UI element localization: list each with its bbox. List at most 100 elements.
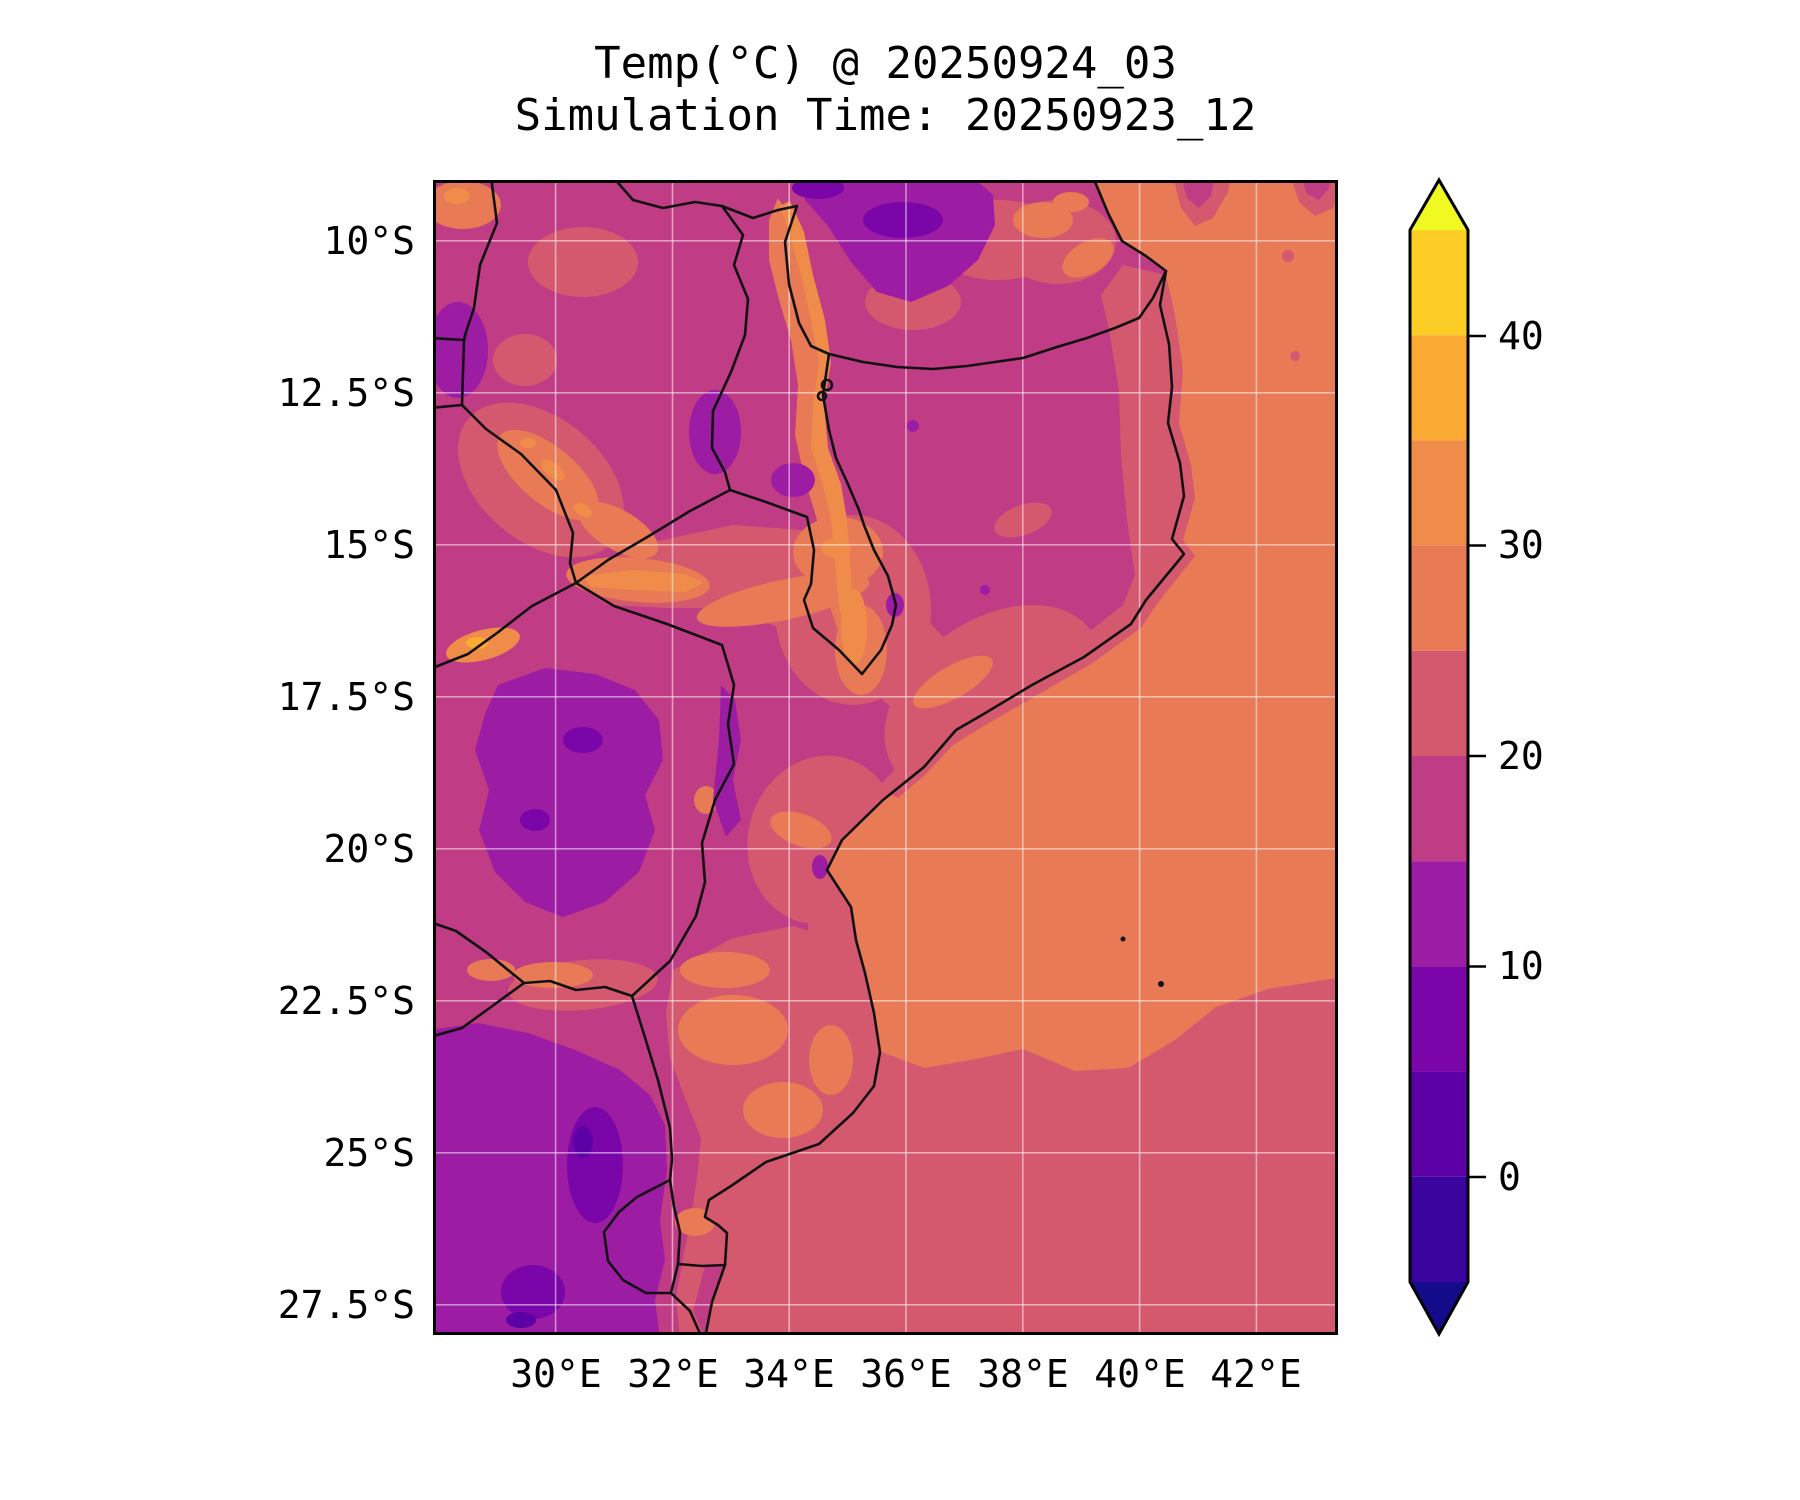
temp-core-tz1: [792, 180, 844, 199]
colorbar-tick-label: 20: [1498, 734, 1544, 778]
temp-patch-pungwe: [770, 811, 832, 849]
shire-valley-strip: [841, 589, 867, 665]
border-kruger: [630, 994, 674, 1182]
y-tick-label: 17.5°S: [277, 675, 415, 719]
ocean-cool-dot2: [1290, 351, 1300, 361]
temp-core-tz2: [863, 202, 943, 238]
luangwa-hot-dot3: [520, 438, 536, 448]
temp-patch-tz-coast2: [1062, 238, 1114, 278]
temp-patch-south-1: [678, 995, 788, 1065]
ocean-cool-south: [705, 977, 1338, 1335]
ocean-cool-dot1: [1282, 250, 1294, 262]
likoma-island: [820, 378, 834, 392]
temp-coldest-sa1: [573, 1126, 593, 1158]
x-tick-label: 32°E: [627, 1352, 719, 1396]
border-malawi-south-lobe: [728, 352, 898, 676]
luangwa-hot-dot1: [541, 459, 565, 481]
colorbar-band-0-5: [1410, 1071, 1468, 1177]
y-tick-label: 27.5°S: [277, 1283, 415, 1327]
temp-patch-luangwa-core1: [497, 429, 599, 521]
x-tick-label: 38°E: [977, 1352, 1069, 1396]
temp-patch-zambezi-core: [696, 573, 870, 627]
coastline: [703, 180, 1186, 1335]
x-tick-label: 42°E: [1210, 1352, 1302, 1396]
colorbar-band-30-35: [1410, 440, 1468, 546]
colorbar-tick-label: 10: [1498, 944, 1544, 988]
x-tick-label: 40°E: [1094, 1352, 1186, 1396]
temp-patch-save-valley: [680, 952, 770, 988]
border-lake-malawi-north: [720, 204, 831, 356]
temp-patch-tz-coast1: [1013, 202, 1073, 238]
temperature-map: [433, 180, 1338, 1335]
luangwa-hot-dot2: [573, 502, 593, 518]
colorbar-band-35-40: [1410, 335, 1468, 441]
title-block: Temp(°C) @ 20250924_03 Simulation Time: …: [433, 38, 1338, 142]
x-tick-label: 34°E: [743, 1352, 835, 1396]
border-mozambique-sa-east: [676, 1262, 727, 1268]
border-eswatini: [602, 1178, 682, 1295]
temp-patches-30-35: [444, 188, 867, 665]
temp-patch-zimbabwe-highveld: [475, 668, 663, 917]
y-tick-label: 25°S: [323, 1131, 415, 1175]
colorbar-band-5-10: [1410, 966, 1468, 1072]
border-drc-zambia: [433, 180, 499, 410]
border-limpopo: [433, 979, 634, 1038]
temp-patch-zambezi-delta: [913, 655, 993, 709]
border-botswana-zimbabwe: [433, 921, 526, 985]
colorbar-band-10-15: [1410, 861, 1468, 967]
temp-core-sa1: [567, 1107, 623, 1223]
colorbar-tick-label: 30: [1498, 523, 1544, 567]
colorbar-tick-label: 0: [1498, 1155, 1521, 1199]
y-tick-label: 10°S: [323, 219, 415, 263]
border-ruvuma: [827, 269, 1168, 371]
border-zambezi-kariba: [433, 581, 578, 670]
border-zimbabwe-mozambique: [574, 581, 736, 998]
temp-patch-gorongosa: [812, 855, 828, 879]
temp-core-zim2: [520, 809, 550, 831]
graticule: [433, 180, 1338, 1335]
map-frame: [433, 180, 1338, 1335]
lake-malawi-warm-strip: [780, 201, 859, 645]
border-malawi-west: [710, 204, 750, 492]
temp-patch-nw-2: [493, 334, 557, 386]
ocean-cool-tongues: [1173, 180, 1338, 361]
borders: [433, 180, 1186, 1335]
y-tick-label: 12.5°S: [277, 371, 415, 415]
colorbar-ticks: [1468, 334, 1486, 1179]
colorbar-arrow-top: [1410, 180, 1468, 230]
colorbar-outline: [1408, 177, 1470, 1338]
border-tanzania-zambia: [613, 180, 724, 210]
chizumulu-island: [816, 390, 828, 402]
malombe-dot: [821, 538, 851, 558]
colorbar-tick-label: 40: [1498, 314, 1544, 358]
temp-patch-south-2: [743, 1082, 823, 1138]
colorbar-band-m5-0: [1410, 1176, 1468, 1282]
temp-speck-niassa1: [907, 420, 919, 432]
y-tick-label: 22.5°S: [277, 979, 415, 1023]
colorbar-band-20-25: [1410, 650, 1468, 756]
border-maputaland: [669, 1291, 703, 1335]
nw-corner-dot: [444, 188, 470, 204]
temp-core-zim1: [563, 727, 603, 753]
temp-patch-eastern-highlands: [713, 685, 741, 837]
colorbar-arrow-bottom: [1410, 1282, 1468, 1334]
border-zambia-mozambique: [574, 488, 732, 585]
temp-patch-west-of-lake: [689, 390, 741, 474]
temp-speck-niassa2: [980, 585, 990, 595]
kariba-hot-spot: [466, 637, 488, 649]
temp-patch-nw-1: [528, 227, 638, 297]
temp-patches-0-5: [506, 1126, 593, 1328]
temp-patch-mweru: [433, 302, 488, 398]
colorbar-band-40-45: [1410, 230, 1468, 336]
bassas-island-speck: [1120, 936, 1126, 942]
border-zambia-south: [460, 403, 578, 585]
colorbar: [1408, 177, 1486, 1338]
colorbar-band-25-30: [1410, 545, 1468, 651]
colorbar-band-15-20: [1410, 756, 1468, 862]
temp-patch-angonia: [771, 463, 815, 497]
temp-patch-tz-coast3: [1053, 192, 1089, 212]
temp-patch-eswatini-west: [606, 1219, 644, 1285]
x-tick-label: 36°E: [860, 1352, 952, 1396]
x-tick-label: 30°E: [510, 1352, 602, 1396]
